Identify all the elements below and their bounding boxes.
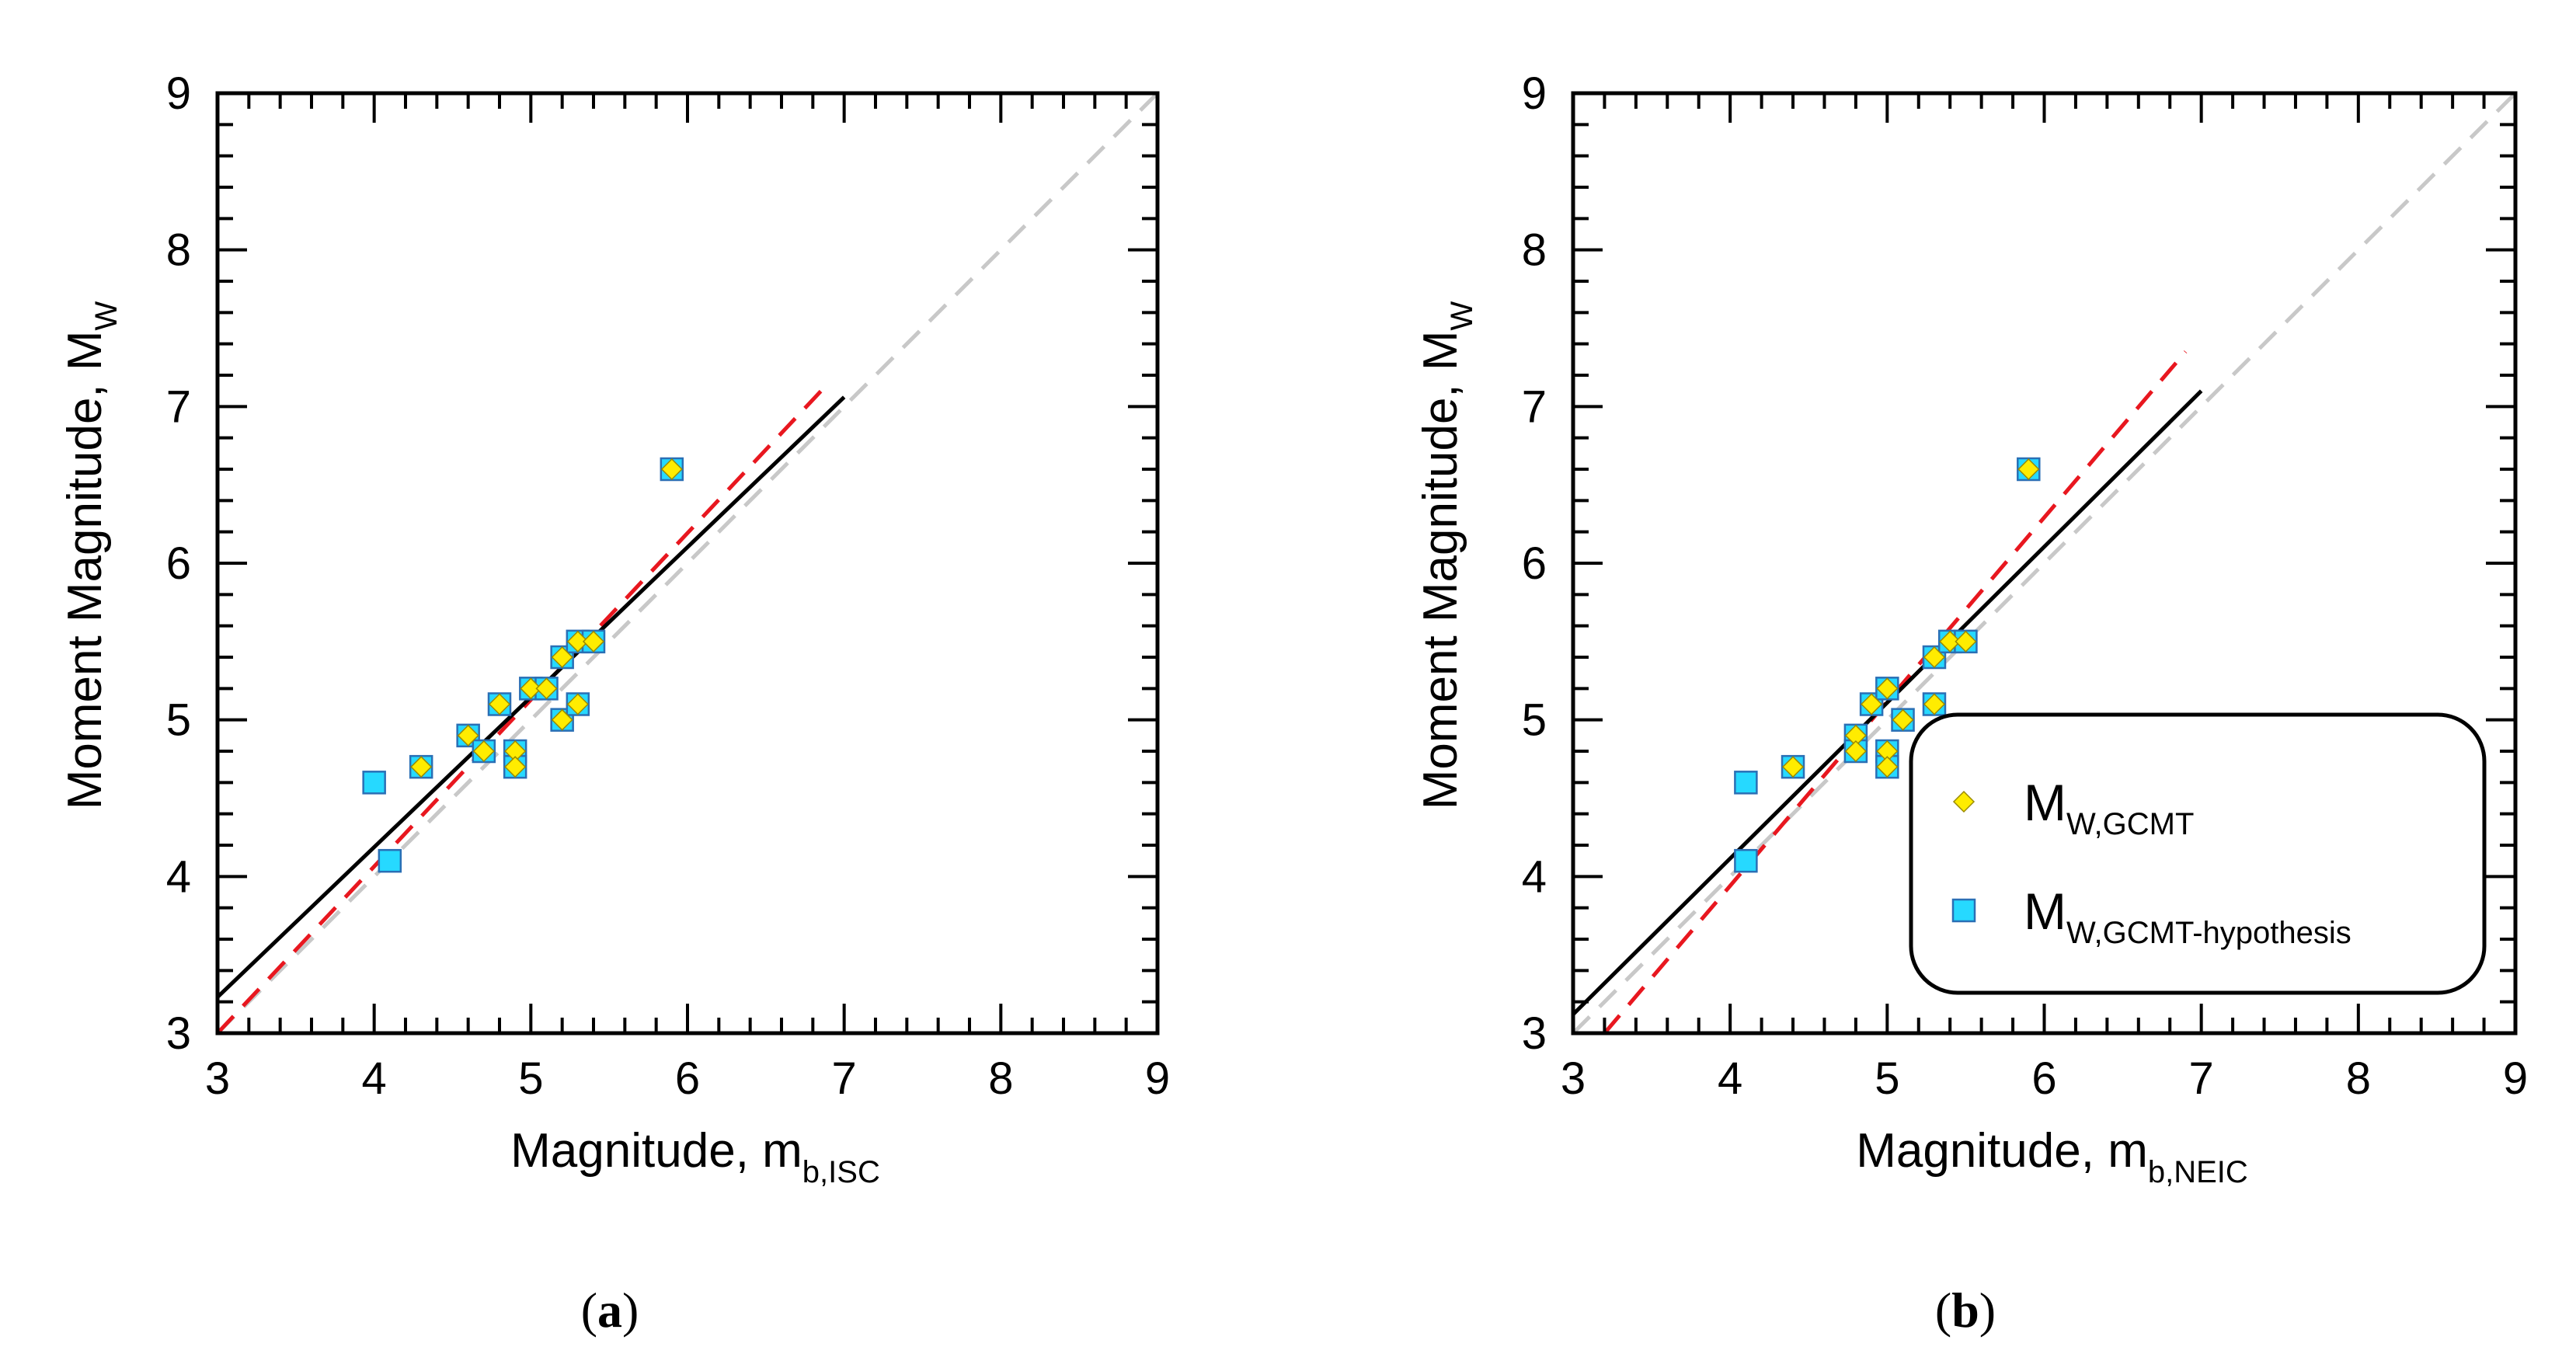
panel-label-open: ( [1935, 1283, 1951, 1338]
y-tick-label: 6 [1522, 538, 1547, 589]
diamond-marker [472, 740, 495, 763]
x-tick-label: 6 [675, 1053, 700, 1104]
regression-gcmt-line [218, 381, 830, 1033]
x-axis-title: Magnitude, mb,NEIC [1856, 1124, 2248, 1189]
y-axis-title-sub: W [1445, 301, 1479, 330]
square-marker [1734, 848, 1758, 873]
x-axis-title: Magnitude, mb,ISC [510, 1124, 880, 1189]
y-tick-label: 8 [1522, 225, 1547, 276]
y-tick-label: 9 [1522, 68, 1547, 119]
y-tick-label: 5 [166, 695, 191, 746]
diamond-marker [1892, 708, 1914, 731]
square-marker [378, 848, 402, 873]
y-tick-label: 4 [1522, 851, 1547, 902]
diamond-marker [1781, 756, 1805, 778]
diamond-marker [488, 693, 511, 715]
legend-box [1909, 712, 2487, 995]
x-tick-label: 6 [2031, 1053, 2056, 1104]
legend-square-marker [1951, 898, 1976, 923]
panel-label-letter: b [1951, 1283, 1979, 1338]
x-tick-label: 4 [1718, 1053, 1742, 1104]
panel-label-open: ( [581, 1283, 597, 1338]
diamond-marker [551, 646, 573, 669]
diamond-marker [2017, 458, 2040, 481]
diamond-marker [1923, 646, 1946, 669]
x-tick-label: 7 [832, 1053, 857, 1104]
x-tick-label: 3 [205, 1053, 230, 1104]
one-to-one-line [218, 93, 1157, 1033]
legend-entry-text: MW,GCMT-hypothesis [2024, 882, 2351, 950]
x-tick-label: 7 [2189, 1053, 2214, 1104]
diamond-marker [1844, 740, 1867, 763]
x-tick-label: 5 [1875, 1053, 1899, 1104]
y-axis-title: Moment Magnitude, MW [58, 301, 124, 809]
panel-label: (b) [1935, 1283, 1996, 1338]
x-tick-label: 9 [2503, 1053, 2528, 1104]
x-axis-title-main: Magnitude, m [1856, 1124, 2148, 1178]
legend-entry-sub: W,GCMT [2066, 807, 2194, 841]
legend-diamond-marker [1952, 790, 1976, 813]
x-axis-title-main: Magnitude, m [510, 1124, 802, 1178]
y-tick-label: 5 [1522, 695, 1547, 746]
x-tick-label: 4 [362, 1053, 387, 1104]
y-tick-label: 7 [166, 381, 191, 432]
diamond-marker [1861, 693, 1883, 715]
legend-entry-main: M [2024, 774, 2066, 831]
diamond-marker [1876, 677, 1899, 700]
ticks [1572, 92, 2517, 1035]
diamond-marker [660, 458, 683, 481]
ticks [216, 92, 1159, 1035]
y-tick-label: 6 [166, 538, 191, 589]
x-axis-title-sub: b,ISC [802, 1155, 880, 1189]
x-tick-label: 8 [988, 1053, 1013, 1104]
diamond-marker [1939, 630, 1962, 653]
plot-area [218, 93, 1157, 1033]
plot-area [1573, 93, 2515, 1033]
panel-label-close: ) [622, 1283, 639, 1338]
square-marker [362, 771, 386, 795]
diamond-marker [457, 724, 479, 747]
diamond-marker [582, 630, 605, 653]
y-tick-label: 7 [1522, 381, 1547, 432]
diamond-marker [1955, 630, 1977, 653]
legend-entry-sub: W,GCMT-hypothesis [2066, 916, 2351, 950]
panel-a: 3 4 5 6 7 8 9 3 4 5 6 7 8 9 Magnitude, mb,ISC Moment Ma… [58, 68, 1170, 1338]
diamond-marker [566, 693, 589, 715]
panel-label-letter: a [597, 1283, 622, 1338]
diamond-marker [410, 756, 433, 778]
panel-label: (a) [581, 1283, 639, 1338]
y-tick-label: 3 [1522, 1008, 1547, 1059]
x-tick-label: 3 [1561, 1053, 1586, 1104]
y-axis-title-sub: W [89, 301, 124, 330]
diamond-marker [1923, 693, 1946, 715]
x-axis-title-sub: b,NEIC [2148, 1155, 2248, 1189]
panel-label-close: ) [1979, 1283, 1996, 1338]
diamond-marker [1876, 756, 1899, 778]
legend-entry-text: MW,GCMT [2024, 774, 2194, 841]
panel-b: 3 4 5 6 7 8 9 3 4 5 6 7 8 9 Magnitude, mb,NEIC Moment M… [1414, 68, 2528, 1338]
legend-entry-main: M [2024, 882, 2066, 940]
y-tick-label: 3 [166, 1008, 191, 1059]
diamond-marker [504, 756, 527, 778]
diamond-marker [566, 630, 589, 653]
diamond-marker [551, 708, 573, 731]
y-tick-label: 4 [166, 851, 191, 902]
square-marker [1734, 771, 1758, 795]
y-tick-label: 9 [166, 68, 191, 119]
x-tick-label: 5 [518, 1053, 543, 1104]
x-tick-label: 9 [1145, 1053, 1170, 1104]
x-tick-label: 8 [2346, 1053, 2371, 1104]
y-axis-title-main: Moment Magnitude, M [58, 330, 112, 809]
diamond-marker [535, 677, 558, 700]
y-axis-title: Moment Magnitude, MW [1414, 301, 1479, 809]
y-tick-label: 8 [166, 225, 191, 276]
diamond-marker [520, 677, 542, 700]
y-axis-title-main: Moment Magnitude, M [1414, 330, 1467, 809]
regression-line [1573, 389, 2203, 1016]
